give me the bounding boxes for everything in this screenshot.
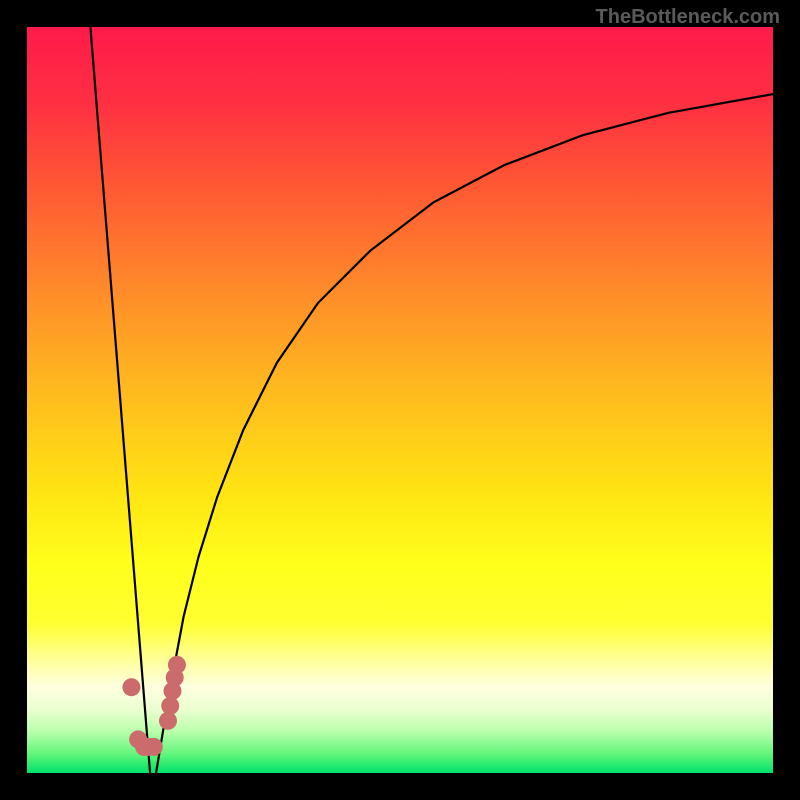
data-markers (27, 27, 773, 773)
data-marker (122, 678, 140, 696)
data-marker (168, 656, 186, 674)
data-marker (145, 738, 163, 756)
watermark-text: TheBottleneck.com (596, 6, 780, 29)
plot-area (27, 27, 773, 773)
chart-container: TheBottleneck.com (0, 0, 800, 800)
